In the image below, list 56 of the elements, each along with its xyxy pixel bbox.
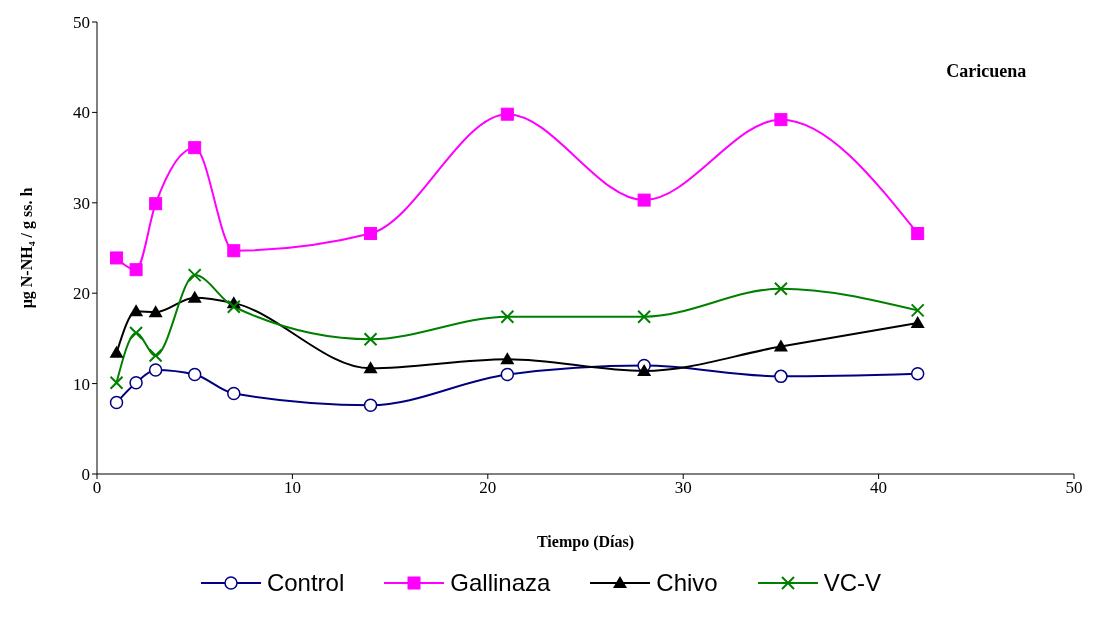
point bbox=[910, 316, 925, 329]
point bbox=[226, 299, 241, 314]
y-tick-label: 50 bbox=[73, 13, 90, 33]
point bbox=[109, 395, 124, 410]
x-tick-label: 30 bbox=[674, 478, 692, 498]
point bbox=[148, 305, 163, 318]
point bbox=[500, 352, 515, 365]
point bbox=[129, 375, 143, 390]
point bbox=[149, 197, 163, 211]
x-tick-label: 10 bbox=[283, 478, 301, 498]
point bbox=[911, 227, 925, 241]
point bbox=[148, 348, 163, 363]
point bbox=[363, 361, 378, 374]
x-tick-label: 40 bbox=[870, 478, 888, 498]
x-axis-title: Tiempo (Días) bbox=[536, 533, 635, 551]
point bbox=[187, 290, 202, 303]
point bbox=[109, 375, 124, 390]
point bbox=[773, 281, 788, 296]
y-tick-label: 10 bbox=[73, 374, 90, 394]
point bbox=[188, 141, 202, 155]
point bbox=[364, 227, 378, 241]
legend-label: Chivo bbox=[656, 569, 718, 597]
point bbox=[773, 339, 788, 352]
y-tick-label: 30 bbox=[73, 193, 90, 213]
point bbox=[637, 363, 652, 376]
point bbox=[187, 268, 202, 283]
point bbox=[109, 345, 124, 358]
legend-label: VC-V bbox=[823, 569, 882, 597]
point bbox=[110, 251, 124, 265]
point bbox=[637, 309, 652, 324]
x-tick-label: 50 bbox=[1065, 478, 1083, 498]
point bbox=[774, 113, 788, 127]
point bbox=[500, 309, 515, 324]
point bbox=[129, 263, 143, 277]
point bbox=[910, 366, 925, 381]
x-tick-label: 20 bbox=[479, 478, 497, 498]
point bbox=[774, 369, 788, 384]
point bbox=[148, 363, 163, 377]
point bbox=[637, 193, 651, 207]
point bbox=[227, 386, 241, 401]
point bbox=[363, 332, 378, 347]
point bbox=[227, 244, 241, 258]
annotation: Caricuena bbox=[946, 61, 1027, 81]
point bbox=[910, 303, 925, 318]
point bbox=[187, 367, 202, 382]
y-tick-label: 20 bbox=[73, 284, 90, 304]
y-tick-label: 0 bbox=[81, 465, 90, 485]
legend-label: Gallinaza bbox=[450, 569, 551, 597]
point bbox=[363, 398, 378, 413]
y-axis-title: μg N-NH₄ / g ss. h bbox=[17, 187, 36, 309]
point bbox=[129, 304, 144, 317]
legend-label: Control bbox=[266, 569, 345, 597]
y-tick-label: 40 bbox=[73, 103, 90, 123]
point bbox=[129, 325, 144, 340]
point bbox=[500, 107, 514, 121]
point bbox=[500, 367, 515, 382]
